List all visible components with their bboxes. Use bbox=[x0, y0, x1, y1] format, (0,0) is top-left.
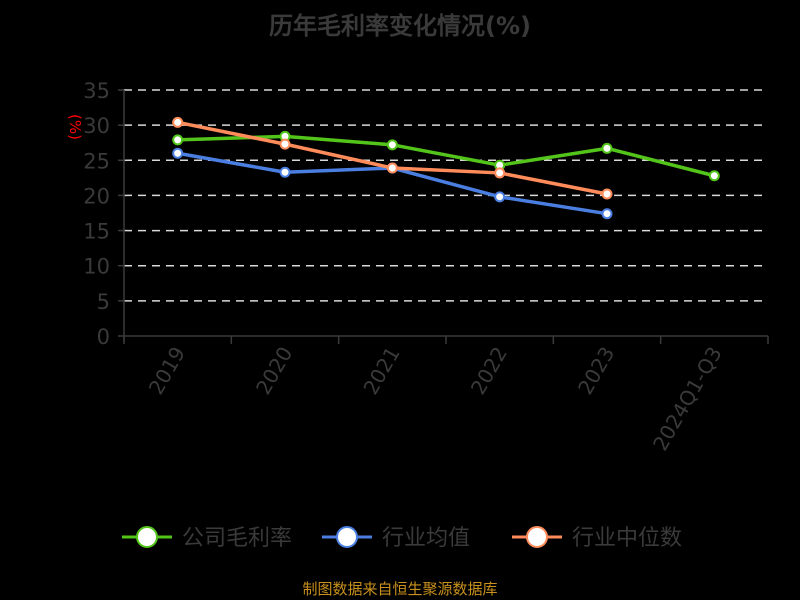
legend-item-0: 公司毛利率 bbox=[122, 526, 292, 551]
data-point bbox=[601, 208, 613, 220]
y-tick-label: 25 bbox=[83, 149, 110, 173]
data-point bbox=[601, 142, 613, 154]
series-2 bbox=[172, 116, 613, 200]
axes: (%) bbox=[66, 90, 768, 342]
legend-item-1: 行业均值 bbox=[322, 526, 470, 551]
y-axis-ticks: 0 5 10 15 20 25 30 35 bbox=[83, 79, 124, 349]
x-axis-ticks: 2019 2020 2021 2022 2023 2024Q1-Q3 bbox=[123, 336, 769, 455]
data-source-note: 制图数据来自恒生聚源数据库 bbox=[302, 580, 498, 598]
data-point bbox=[279, 166, 291, 178]
y-tick-label: 15 bbox=[83, 220, 110, 244]
x-tick-label: 2023 bbox=[573, 343, 619, 399]
legend-label: 行业均值 bbox=[382, 526, 470, 551]
data-point bbox=[172, 147, 184, 159]
y-tick-label: 10 bbox=[83, 255, 110, 279]
legend-label: 行业中位数 bbox=[572, 526, 682, 551]
series-line bbox=[177, 151, 608, 216]
data-point bbox=[279, 138, 291, 150]
legend-label: 公司毛利率 bbox=[182, 526, 292, 551]
grid-lines bbox=[124, 89, 768, 302]
x-tick-label: 2024Q1-Q3 bbox=[648, 343, 727, 455]
legend-marker bbox=[136, 526, 158, 548]
x-tick-label: 2022 bbox=[466, 343, 512, 399]
data-point bbox=[494, 191, 506, 203]
y-tick-label: 20 bbox=[83, 184, 110, 208]
chart-title: 历年毛利率变化情况(%) bbox=[269, 12, 531, 40]
legend-marker bbox=[526, 526, 548, 548]
data-point bbox=[386, 139, 398, 151]
y-tick-label: 30 bbox=[83, 114, 110, 138]
series-line bbox=[177, 134, 715, 178]
data-point bbox=[494, 167, 506, 179]
x-tick-label: 2019 bbox=[144, 343, 190, 399]
legend: 公司毛利率 行业均值 行业中位数 bbox=[122, 526, 682, 551]
y-tick-label: 0 bbox=[97, 325, 110, 349]
x-tick-label: 2020 bbox=[251, 343, 297, 399]
data-point bbox=[172, 116, 184, 128]
series-lines bbox=[172, 116, 720, 220]
data-point bbox=[386, 162, 398, 174]
data-point bbox=[172, 134, 184, 146]
legend-marker bbox=[336, 526, 358, 548]
data-point bbox=[708, 170, 720, 182]
legend-item-2: 行业中位数 bbox=[512, 526, 682, 551]
y-tick-label: 35 bbox=[83, 79, 110, 103]
y-tick-label: 5 bbox=[97, 290, 110, 314]
series-0 bbox=[172, 130, 720, 182]
x-tick-label: 2021 bbox=[358, 343, 404, 399]
y-axis-label: (%) bbox=[66, 114, 84, 140]
data-point bbox=[601, 188, 613, 200]
